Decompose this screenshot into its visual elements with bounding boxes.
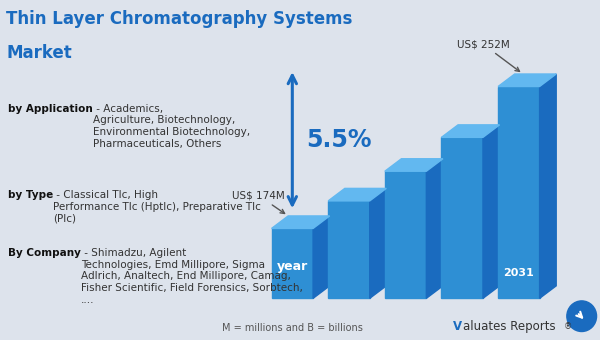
Bar (272, 228, 313, 299)
Polygon shape (313, 216, 329, 299)
Bar (385, 171, 427, 299)
Polygon shape (385, 159, 443, 171)
Text: year: year (277, 260, 308, 273)
Text: - Classical Tlc, High
Performance Tlc (Hptlc), Preparative Tlc
(Plc): - Classical Tlc, High Performance Tlc (H… (53, 190, 261, 224)
Text: ®: ® (564, 323, 572, 332)
Text: Market: Market (6, 44, 72, 62)
Polygon shape (328, 188, 386, 201)
Text: M = millions and B = billions: M = millions and B = billions (222, 323, 363, 333)
Text: US$ 174M: US$ 174M (232, 191, 285, 214)
Polygon shape (483, 125, 500, 299)
Polygon shape (442, 125, 500, 137)
Bar (498, 86, 539, 299)
Text: aluates Reports: aluates Reports (463, 320, 556, 333)
Circle shape (567, 301, 596, 331)
Bar (328, 201, 370, 299)
Polygon shape (427, 159, 443, 299)
Text: US$ 252M: US$ 252M (457, 39, 520, 71)
Bar (442, 137, 483, 299)
Text: By Company: By Company (8, 248, 80, 258)
Text: 5.5%: 5.5% (306, 128, 371, 152)
Text: Thin Layer Chromatography Systems: Thin Layer Chromatography Systems (6, 10, 352, 28)
Text: V: V (453, 320, 462, 333)
Polygon shape (498, 74, 556, 86)
Text: - Academics,
Agriculture, Biotechnology,
Environmental Biotechnology,
Pharmaceut: - Academics, Agriculture, Biotechnology,… (92, 104, 250, 149)
Text: by Application: by Application (8, 104, 92, 114)
Text: by Type: by Type (8, 190, 53, 200)
Text: - Shimadzu, Agilent
Technologies, Emd Millipore, Sigma
Adlrich, Analtech, End Mi: - Shimadzu, Agilent Technologies, Emd Mi… (80, 248, 302, 305)
Polygon shape (272, 216, 329, 228)
Polygon shape (370, 188, 386, 299)
Text: 2031: 2031 (503, 268, 534, 278)
Polygon shape (539, 74, 556, 299)
